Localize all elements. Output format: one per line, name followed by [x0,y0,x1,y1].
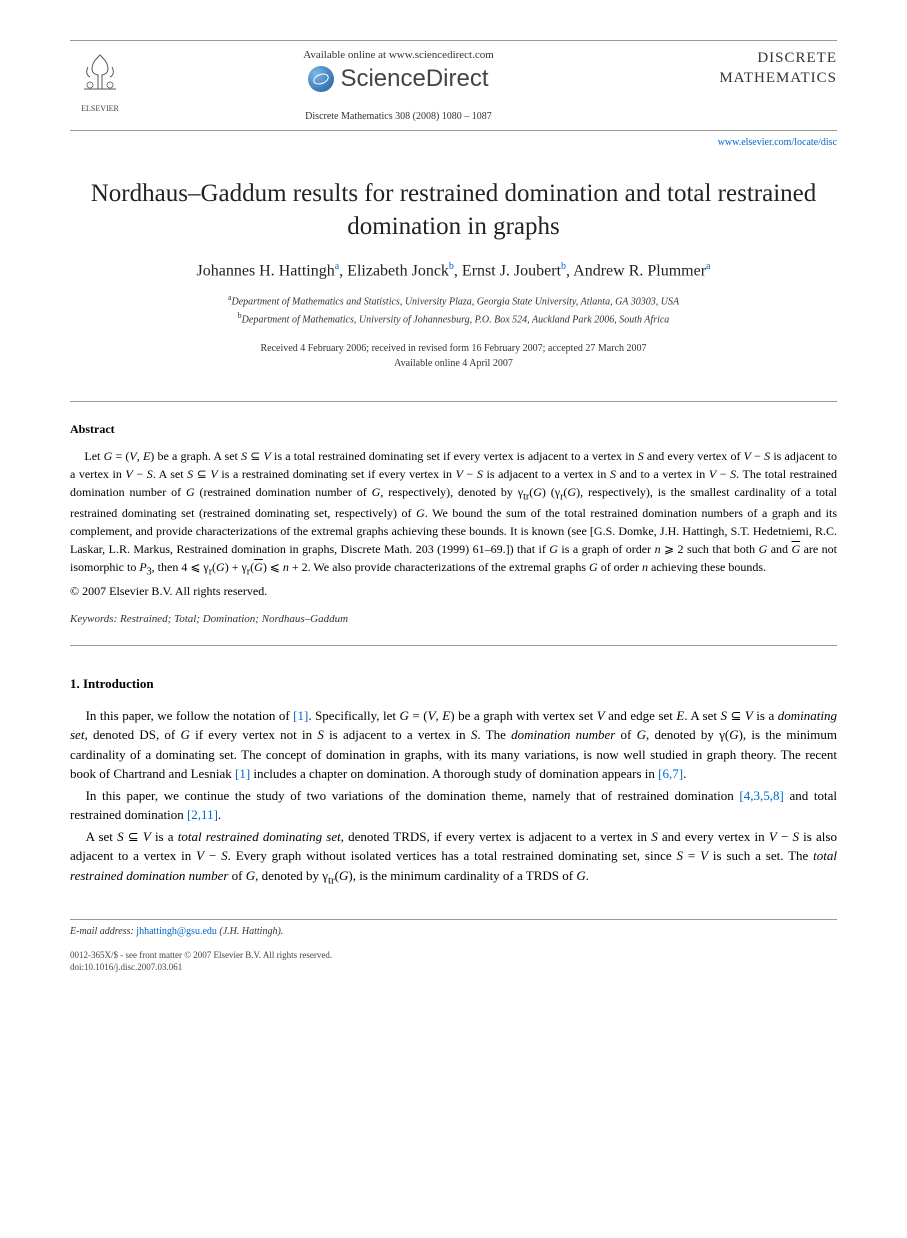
footer-line2: doi:10.1016/j.disc.2007.03.061 [70,962,182,972]
affiliation-b: Department of Mathematics, University of… [242,314,670,325]
dates: Received 4 February 2006; received in re… [70,341,837,371]
sciencedirect-logo: ScienceDirect [130,65,667,93]
available-online-text: Available online at www.sciencedirect.co… [130,49,667,61]
divider [70,401,837,402]
journal-box: DISCRETE MATHEMATICS [667,49,837,88]
keywords: Keywords: Restrained; Total; Domination;… [70,613,837,625]
intro-p3: A set S ⊆ V is a total restrained domina… [70,827,837,889]
sciencedirect-text: ScienceDirect [340,65,488,93]
authors: Johannes H. Hattingha, Elizabeth Jonckb,… [70,261,837,280]
footer-line1: 0012-365X/$ - see front matter © 2007 El… [70,950,332,960]
abstract-copyright: © 2007 Elsevier B.V. All rights reserved… [70,584,837,599]
journal-name-line2: MATHEMATICS [719,70,837,86]
sciencedirect-icon [308,66,334,92]
section-1-heading: 1. Introduction [70,676,837,692]
email-author: (J.H. Hattingh). [219,926,283,937]
elsevier-label: ELSEVIER [70,104,130,113]
keywords-label: Keywords: [70,613,117,625]
elsevier-tree-icon [70,49,130,104]
email-link[interactable]: jhhattingh@gsu.edu [136,926,217,937]
abstract-heading: Abstract [70,422,837,437]
dates-line2: Available online 4 April 2007 [394,358,513,369]
intro-p1: In this paper, we follow the notation of… [70,706,837,784]
paper-page: ELSEVIER Available online at www.science… [0,0,907,1004]
affiliations: aDepartment of Mathematics and Statistic… [70,292,837,327]
intro-p2: In this paper, we continue the study of … [70,786,837,825]
abstract-body: Let G = (V, E) be a graph. A set S ⊆ V i… [70,447,837,580]
elsevier-logo: ELSEVIER [70,49,130,113]
dates-line1: Received 4 February 2006; received in re… [261,343,647,354]
email-label: E-mail address: [70,926,134,937]
header: ELSEVIER Available online at www.science… [70,40,837,131]
email-footer: E-mail address: jhhattingh@gsu.edu (J.H.… [70,919,837,937]
affiliation-a: Department of Mathematics and Statistics… [232,297,680,308]
keywords-list: Restrained; Total; Domination; Nordhaus–… [120,613,348,625]
journal-name: DISCRETE MATHEMATICS [667,49,837,88]
doi-footer: 0012-365X/$ - see front matter © 2007 El… [70,949,837,974]
divider [70,645,837,646]
journal-reference: Discrete Mathematics 308 (2008) 1080 – 1… [130,111,667,122]
journal-link[interactable]: www.elsevier.com/locate/disc [70,137,837,148]
center-header: Available online at www.sciencedirect.co… [130,49,667,122]
paper-title: Nordhaus–Gaddum results for restrained d… [70,178,837,243]
journal-name-line1: DISCRETE [757,50,837,66]
